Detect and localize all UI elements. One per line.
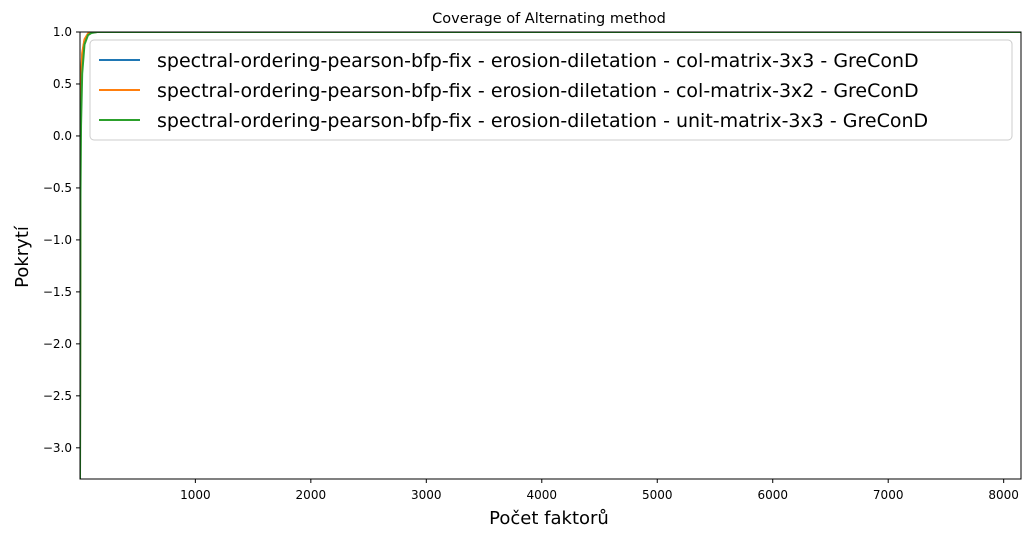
chart-title: Coverage of Alternating method	[432, 11, 666, 27]
legend-label-col-matrix-3x3: spectral-ordering-pearson-bfp-fix - eros…	[157, 50, 919, 72]
x-tick-label: 7000	[873, 488, 904, 502]
legend-label-col-matrix-3x2: spectral-ordering-pearson-bfp-fix - eros…	[157, 80, 919, 102]
y-tick-label: −0.5	[43, 181, 72, 195]
x-tick-label: 1000	[180, 488, 211, 502]
x-tick-label: 3000	[411, 488, 442, 502]
x-tick-label: 8000	[988, 488, 1019, 502]
y-tick-label: −2.5	[43, 389, 72, 403]
y-tick-label: 0.0	[53, 129, 72, 143]
legend-box	[89, 39, 1013, 141]
plot-frame	[79, 31, 1022, 480]
legend-label-unit-matrix-3x3: spectral-ordering-pearson-bfp-fix - eros…	[157, 110, 928, 132]
y-tick-label: −1.0	[43, 233, 72, 247]
y-tick-label: −1.5	[43, 285, 72, 299]
x-tick-label: 5000	[642, 488, 673, 502]
x-tick-label: 6000	[757, 488, 788, 502]
x-axis-title: Počet faktorů	[489, 508, 609, 529]
y-tick-label: −3.0	[43, 441, 72, 455]
x-tick-label: 4000	[527, 488, 558, 502]
y-tick-label: 0.5	[53, 77, 72, 91]
legend: spectral-ordering-pearson-bfp-fix - eros…	[89, 39, 1013, 141]
x-tick-label: 2000	[296, 488, 327, 502]
series-line-2	[80, 32, 1021, 479]
y-tick-label: −2.0	[43, 337, 72, 351]
x-axis: 1000 2000 3000 4000 5000 6000 7000 8000	[180, 479, 1019, 502]
y-axis-title: Pokrytí	[12, 225, 33, 288]
y-axis: −3.0 −2.5 −2.0 −1.5 −1.0 −0.5 0.0 0.5 1.0	[43, 25, 80, 455]
y-tick-label: 1.0	[53, 25, 72, 39]
series-layer	[80, 32, 1021, 479]
